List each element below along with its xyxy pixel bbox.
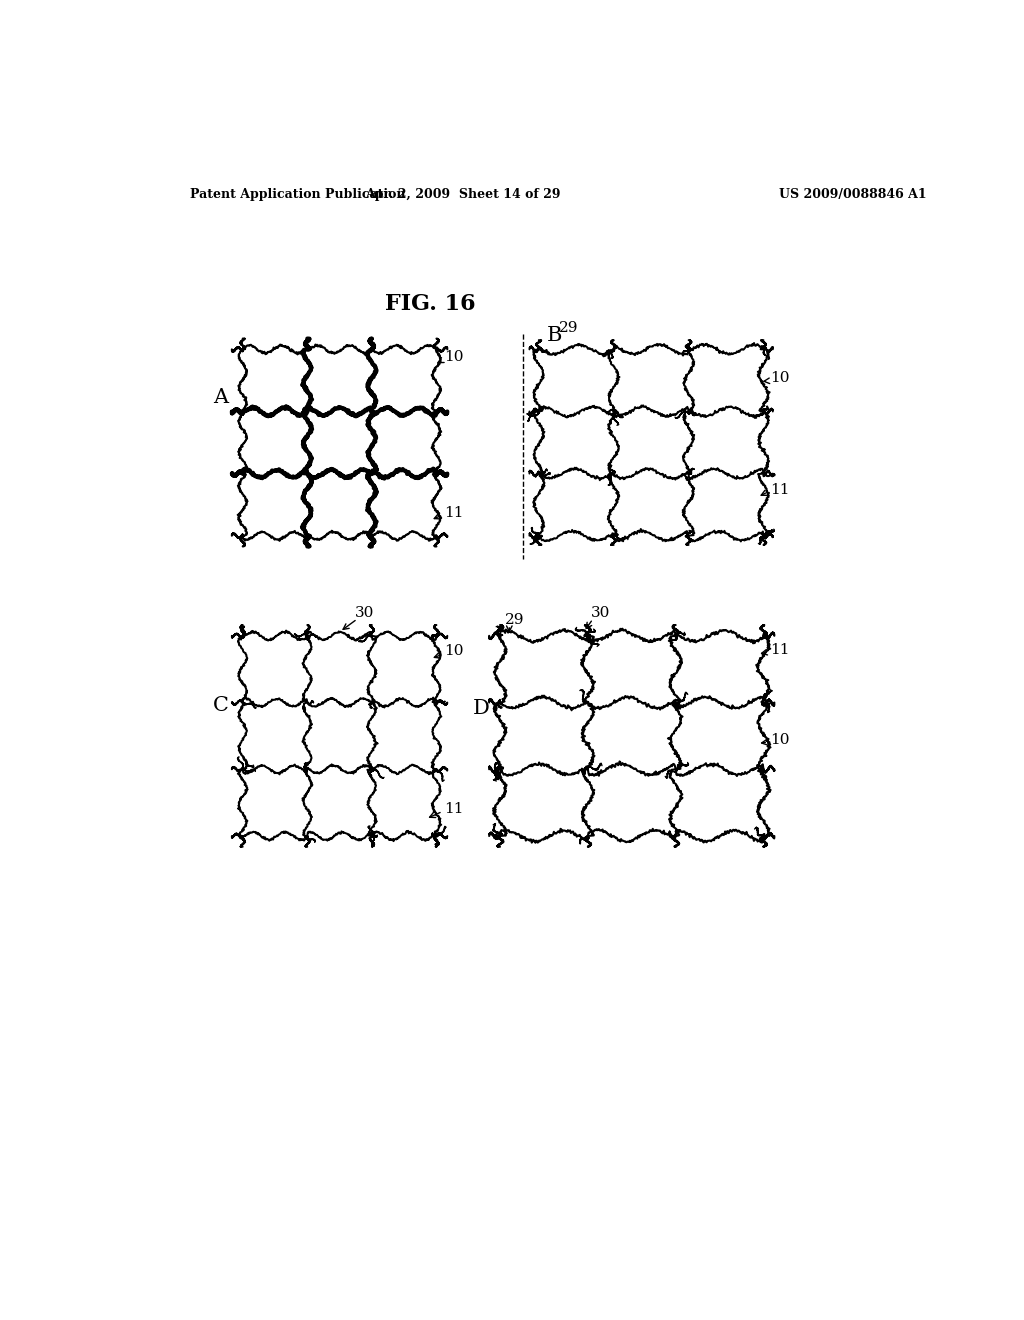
Text: Apr. 2, 2009  Sheet 14 of 29: Apr. 2, 2009 Sheet 14 of 29 xyxy=(365,187,560,201)
Text: D: D xyxy=(473,700,489,718)
Text: 30: 30 xyxy=(591,606,610,619)
Text: B: B xyxy=(547,326,562,345)
Text: C: C xyxy=(213,696,229,714)
Text: 29: 29 xyxy=(559,321,579,335)
Text: Patent Application Publication: Patent Application Publication xyxy=(190,187,406,201)
Text: 10: 10 xyxy=(444,350,464,364)
Text: 11: 11 xyxy=(770,643,790,656)
Text: 11: 11 xyxy=(444,506,464,520)
Text: 10: 10 xyxy=(444,644,464,659)
Text: 10: 10 xyxy=(770,371,790,385)
Text: A: A xyxy=(213,388,228,407)
Text: US 2009/0088846 A1: US 2009/0088846 A1 xyxy=(779,187,927,201)
Text: 11: 11 xyxy=(444,803,464,816)
Text: 10: 10 xyxy=(770,733,790,747)
Text: 30: 30 xyxy=(355,606,375,619)
Text: 29: 29 xyxy=(506,614,525,627)
Text: 11: 11 xyxy=(770,483,790,496)
Text: FIG. 16: FIG. 16 xyxy=(385,293,475,315)
